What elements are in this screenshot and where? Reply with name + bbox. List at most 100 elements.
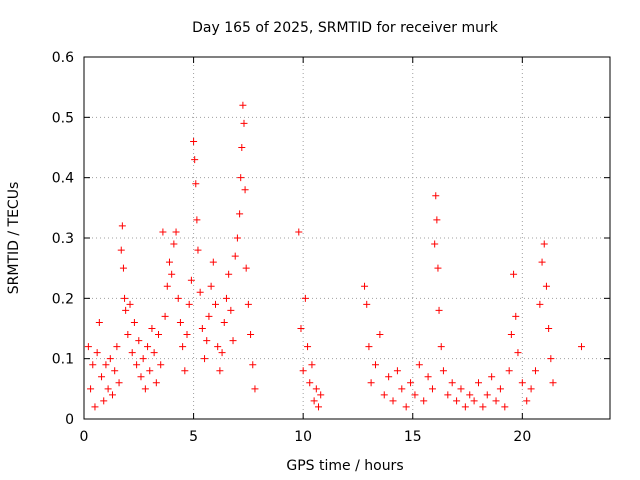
- data-point: [172, 228, 180, 236]
- y-tick-label: 0.3: [52, 231, 74, 247]
- data-point: [371, 361, 379, 369]
- data-point: [220, 318, 228, 326]
- data-point: [361, 282, 369, 290]
- data-point: [242, 264, 250, 272]
- data-point: [144, 343, 152, 351]
- data-point: [212, 300, 219, 308]
- data-point: [187, 276, 195, 284]
- data-point: [538, 258, 546, 266]
- data-point: [501, 403, 509, 411]
- data-point: [106, 355, 114, 363]
- data-point: [214, 343, 222, 351]
- data-point: [121, 294, 129, 302]
- data-point: [549, 379, 557, 387]
- data-point: [198, 325, 206, 332]
- data-point: [439, 367, 447, 375]
- data-point: [542, 282, 550, 290]
- data-point: [479, 403, 487, 411]
- data-point: [102, 361, 110, 369]
- data-point: [89, 361, 97, 369]
- data-point: [393, 367, 401, 375]
- data-point: [183, 331, 191, 339]
- data-point: [295, 228, 303, 236]
- y-axis-label: SRMTID / TECUs: [6, 182, 22, 295]
- data-point: [117, 246, 125, 254]
- data-point: [402, 403, 410, 411]
- data-point: [104, 385, 112, 393]
- data-point: [227, 306, 235, 314]
- data-points: [84, 101, 586, 411]
- data-point: [310, 397, 318, 405]
- data-point: [244, 300, 252, 308]
- data-point: [205, 312, 213, 320]
- data-point: [536, 300, 544, 308]
- data-point: [159, 228, 167, 236]
- data-point: [239, 101, 247, 109]
- data-point: [91, 403, 99, 411]
- data-point: [470, 397, 478, 405]
- data-point: [185, 300, 193, 308]
- data-point: [191, 156, 199, 164]
- y-tick-label: 0.4: [52, 171, 74, 187]
- data-point: [411, 391, 419, 399]
- data-point: [222, 294, 230, 302]
- data-point: [304, 343, 312, 351]
- data-point: [435, 306, 443, 314]
- data-point: [216, 367, 224, 375]
- data-point: [130, 318, 138, 326]
- data-point: [170, 240, 178, 248]
- y-tick-label: 0.5: [52, 110, 74, 126]
- data-point: [165, 258, 173, 266]
- data-point: [238, 144, 246, 151]
- data-point: [233, 234, 241, 242]
- data-point: [433, 216, 441, 224]
- data-point: [95, 318, 103, 326]
- grid-lines: [84, 57, 610, 419]
- x-tick-label: 20: [513, 429, 531, 445]
- data-point: [163, 282, 171, 290]
- data-point: [365, 343, 373, 351]
- data-point: [299, 367, 307, 375]
- data-point: [247, 331, 255, 339]
- data-point: [251, 385, 259, 393]
- data-point: [240, 119, 248, 127]
- data-point: [437, 343, 445, 351]
- data-point: [229, 337, 237, 345]
- data-point: [448, 379, 456, 387]
- x-tick-label: 0: [80, 429, 89, 445]
- data-point: [203, 337, 211, 345]
- data-point: [444, 391, 452, 399]
- data-point: [531, 367, 539, 375]
- data-point: [523, 397, 531, 405]
- data-point: [113, 343, 121, 351]
- data-point: [545, 325, 553, 332]
- data-point: [461, 403, 469, 411]
- data-point: [424, 373, 432, 381]
- data-point: [236, 210, 244, 218]
- data-point: [389, 397, 397, 405]
- data-point: [527, 385, 535, 393]
- data-point: [100, 397, 108, 405]
- data-point: [385, 373, 393, 381]
- data-point: [380, 391, 388, 399]
- data-point: [141, 385, 149, 393]
- y-tick-label: 0: [65, 412, 74, 428]
- data-point: [87, 385, 95, 393]
- data-point: [492, 397, 500, 405]
- data-point: [192, 180, 200, 188]
- data-point: [415, 361, 423, 369]
- x-tick-label: 10: [294, 429, 312, 445]
- data-point: [201, 355, 209, 363]
- data-point: [133, 361, 141, 369]
- y-tick-label: 0.6: [52, 50, 74, 66]
- data-point: [420, 397, 428, 405]
- data-point: [146, 367, 154, 375]
- data-point: [312, 385, 320, 393]
- data-point: [168, 270, 176, 278]
- data-point: [148, 325, 156, 332]
- data-point: [434, 264, 442, 272]
- data-point: [108, 391, 116, 399]
- data-point: [505, 367, 513, 375]
- x-tick-label: 15: [404, 429, 422, 445]
